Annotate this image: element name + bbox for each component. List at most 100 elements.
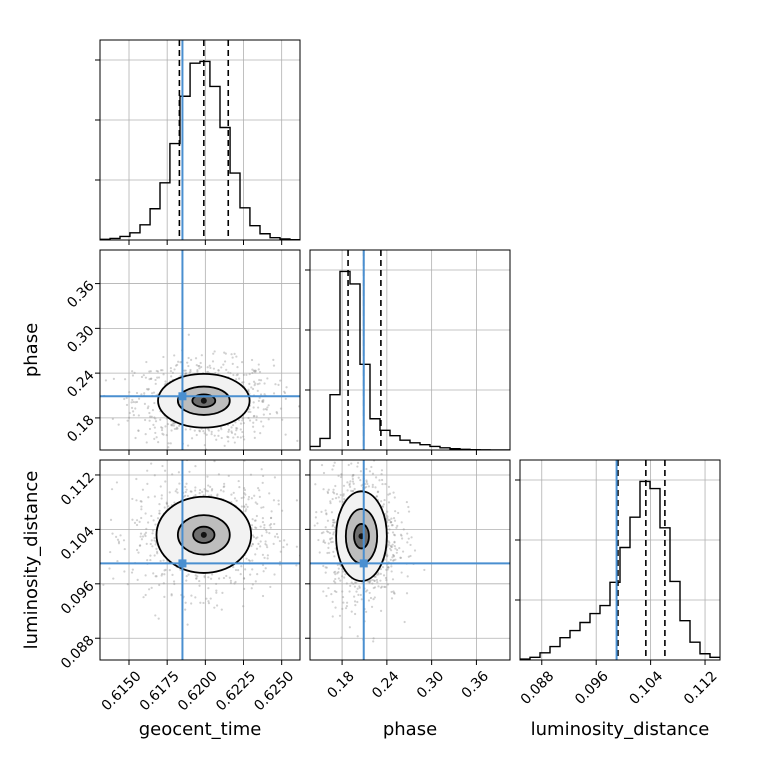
sample-point — [353, 595, 356, 598]
sample-point — [253, 519, 257, 522]
sample-point — [244, 510, 247, 513]
sample-point — [327, 586, 330, 590]
sample-point — [115, 481, 119, 484]
sample-point — [385, 514, 388, 517]
sample-point — [170, 593, 173, 596]
sample-point — [104, 379, 108, 382]
sample-point — [123, 570, 126, 573]
sample-point — [262, 506, 265, 509]
sample-point — [265, 544, 268, 547]
sample-point — [253, 384, 256, 387]
sample-point — [355, 590, 358, 593]
sample-point — [209, 485, 212, 488]
sample-point — [325, 513, 328, 516]
sample-point — [392, 554, 395, 557]
sample-point — [203, 432, 206, 435]
sample-point — [381, 482, 384, 486]
sample-point — [304, 505, 306, 507]
sample-point — [324, 509, 327, 512]
sample-point — [390, 520, 393, 524]
sample-point — [171, 424, 174, 427]
sample-point — [387, 485, 391, 488]
sample-point — [334, 577, 337, 581]
sample-point — [367, 485, 371, 488]
sample-point — [340, 636, 343, 639]
sample-point — [269, 516, 273, 519]
sample-point — [332, 531, 335, 534]
sample-point — [245, 508, 248, 511]
sample-point — [194, 357, 198, 360]
sample-point — [398, 547, 401, 550]
sample-point — [194, 489, 197, 492]
sample-point — [351, 475, 354, 478]
density-peak — [200, 397, 207, 404]
sample-point — [238, 377, 241, 380]
sample-point — [254, 519, 257, 522]
sample-point — [331, 525, 334, 528]
sample-point — [241, 430, 244, 434]
sample-point — [184, 601, 187, 604]
sample-point — [279, 379, 282, 382]
sample-point — [243, 438, 246, 441]
sample-point — [152, 423, 155, 426]
sample-point — [341, 590, 344, 593]
sample-point — [261, 594, 265, 598]
sample-point — [142, 596, 145, 599]
sample-point — [158, 512, 161, 515]
sample-point — [154, 417, 157, 420]
sample-point — [172, 424, 176, 427]
sample-point — [390, 517, 393, 520]
sample-point — [386, 554, 389, 557]
sample-point — [273, 476, 277, 479]
sample-point — [146, 559, 149, 562]
sample-point — [384, 585, 387, 589]
sample-point — [255, 415, 258, 418]
sample-point — [186, 494, 189, 498]
sample-point — [231, 356, 234, 359]
sample-point — [240, 361, 244, 364]
x-tick-label: 0.6200 — [175, 668, 221, 714]
sample-point — [176, 427, 179, 430]
sample-point — [116, 538, 120, 541]
sample-point — [254, 501, 257, 504]
sample-point — [380, 478, 384, 482]
sample-point — [133, 521, 137, 524]
sample-point — [400, 571, 403, 574]
sample-point — [383, 498, 386, 502]
sample-point — [277, 503, 280, 506]
x-tick-label: 0.24 — [369, 668, 402, 701]
panel-frame — [309, 459, 511, 661]
x-tick-label: 0.088 — [518, 668, 558, 708]
sample-point — [389, 558, 392, 561]
panel-geocent_time-hist — [95, 39, 301, 245]
sample-point — [385, 555, 389, 558]
sample-point — [267, 404, 270, 407]
sample-point — [268, 524, 271, 527]
sample-point — [324, 526, 327, 529]
sample-point — [145, 388, 149, 391]
sample-point — [189, 428, 192, 431]
sample-point — [376, 581, 379, 584]
sample-point — [255, 537, 258, 540]
sample-point — [392, 559, 396, 562]
sample-point — [145, 542, 148, 545]
sample-point — [233, 441, 236, 444]
sample-point — [337, 474, 340, 477]
sample-point — [220, 428, 223, 431]
sample-point — [243, 486, 246, 490]
sample-point — [173, 582, 176, 586]
sample-point — [146, 482, 149, 486]
sample-point — [148, 419, 151, 422]
sample-point — [150, 392, 154, 395]
sample-point — [205, 433, 208, 436]
sample-point — [147, 405, 150, 408]
sample-point — [216, 493, 219, 496]
sample-point — [336, 572, 339, 575]
sample-point — [193, 429, 196, 432]
sample-point — [354, 581, 357, 584]
sample-point — [131, 518, 134, 521]
sample-point — [374, 575, 377, 579]
sample-point — [409, 554, 412, 558]
sample-point — [346, 481, 349, 484]
sample-point — [251, 542, 254, 546]
